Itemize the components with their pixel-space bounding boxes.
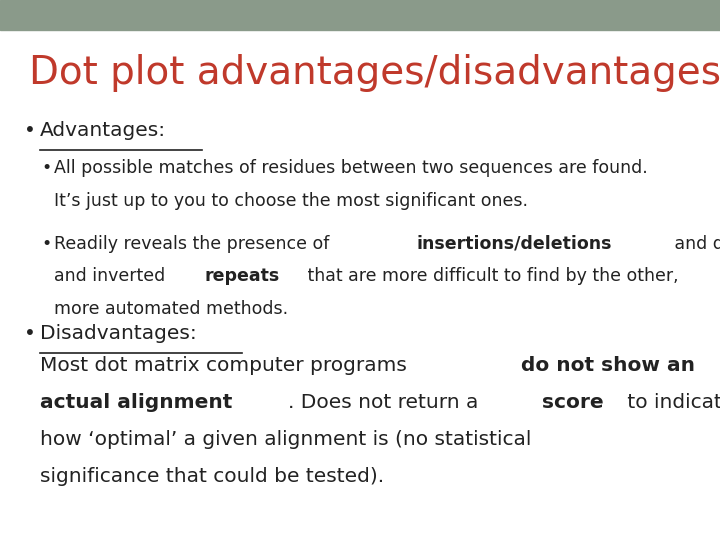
Text: more automated methods.: more automated methods. [54,300,288,318]
Text: Readily reveals the presence of: Readily reveals the presence of [54,235,335,253]
Text: do not show an: do not show an [521,356,696,375]
Text: repeats: repeats [204,267,280,285]
Text: Disadvantages:: Disadvantages: [40,324,197,343]
Text: score: score [541,393,603,412]
Text: •: • [42,159,52,177]
Text: . Does not return a: . Does not return a [288,393,485,412]
Text: insertions/deletions: insertions/deletions [416,235,612,253]
Text: to indicate: to indicate [621,393,720,412]
Text: and direct: and direct [669,235,720,253]
Text: actual alignment: actual alignment [40,393,232,412]
Bar [0,0,720,30]
Text: All possible matches of residues between two sequences are found.: All possible matches of residues between… [54,159,648,177]
Text: •: • [24,122,35,140]
Text: Most dot matrix computer programs: Most dot matrix computer programs [40,356,413,375]
Text: significance that could be tested).: significance that could be tested). [40,467,384,485]
Text: that are more difficult to find by the other,: that are more difficult to find by the o… [302,267,678,285]
Text: Dot plot advantages/disadvantages: Dot plot advantages/disadvantages [29,54,720,92]
Text: Advantages:: Advantages: [40,122,166,140]
Text: •: • [42,235,52,253]
Text: It’s just up to you to choose the most significant ones.: It’s just up to you to choose the most s… [54,192,528,210]
Text: •: • [24,324,35,343]
Text: how ‘optimal’ a given alignment is (no statistical: how ‘optimal’ a given alignment is (no s… [40,430,531,449]
Text: and inverted: and inverted [54,267,171,285]
